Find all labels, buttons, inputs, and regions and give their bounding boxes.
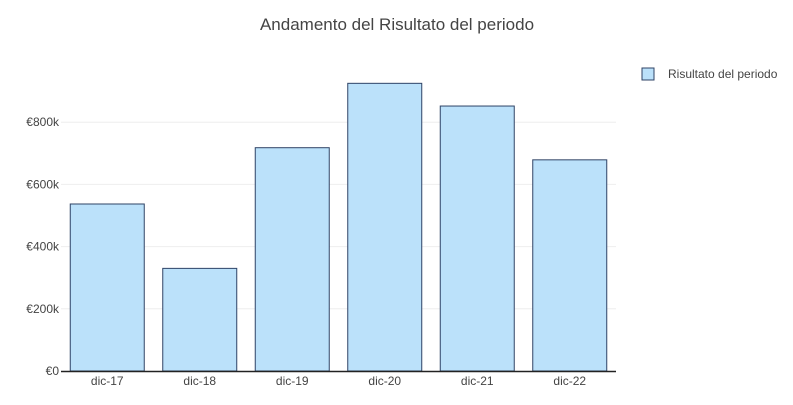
- x-tick-label: dic-22: [553, 374, 586, 388]
- bar[interactable]: [532, 159, 608, 372]
- y-tick-label: €200k: [26, 302, 60, 316]
- y-tick-label: €800k: [26, 115, 60, 129]
- bars: [69, 82, 608, 372]
- legend-swatch: [641, 67, 655, 81]
- x-tick-label: dic-17: [91, 374, 124, 388]
- chart-title: Andamento del Risultato del periodo: [260, 15, 534, 34]
- bar[interactable]: [69, 203, 145, 372]
- x-tick-label: dic-20: [368, 374, 401, 388]
- bar[interactable]: [162, 267, 238, 372]
- bar[interactable]: [347, 82, 423, 372]
- y-tick-label: €400k: [26, 240, 60, 254]
- gridlines: [61, 121, 616, 310]
- y-tick-label: €600k: [26, 177, 60, 191]
- legend[interactable]: Risultato del periodo: [641, 67, 778, 81]
- x-axis-tick-labels: dic-17 dic-18 dic-19 dic-20 dic-21 dic-22: [91, 374, 587, 388]
- y-tick-label: €0: [46, 364, 60, 378]
- x-tick-label: dic-21: [461, 374, 494, 388]
- x-tick-label: dic-18: [183, 374, 216, 388]
- y-axis-tick-labels: €0 €200k €400k €600k €800k: [26, 115, 60, 378]
- x-tick-label: dic-19: [276, 374, 309, 388]
- legend-label: Risultato del periodo: [668, 67, 778, 81]
- bar[interactable]: [254, 147, 330, 372]
- bar[interactable]: [439, 105, 515, 372]
